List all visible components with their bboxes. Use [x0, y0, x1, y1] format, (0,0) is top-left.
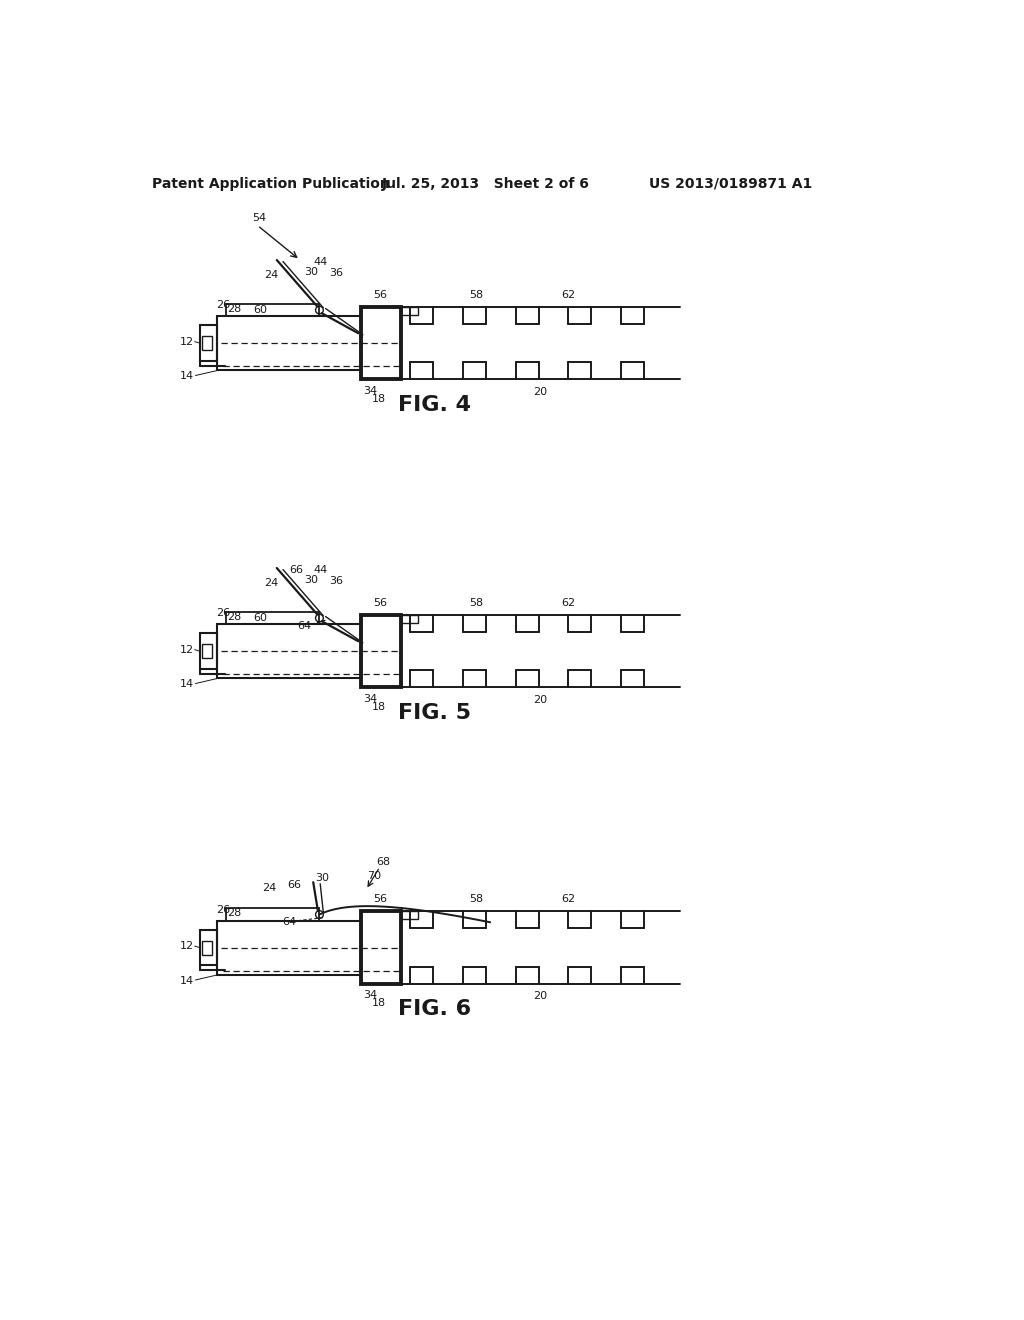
Text: 26: 26 [216, 301, 230, 310]
Bar [360, 308, 400, 379]
Text: 20: 20 [534, 387, 548, 397]
Text: 20: 20 [534, 694, 548, 705]
Text: 36: 36 [330, 576, 343, 586]
Text: 26: 26 [216, 906, 230, 915]
Text: 62: 62 [561, 894, 575, 904]
Text: 60: 60 [253, 612, 266, 623]
Text: 58: 58 [469, 289, 483, 300]
Bar [200, 634, 217, 669]
Text: 24: 24 [262, 883, 276, 892]
Text: Jul. 25, 2013   Sheet 2 of 6: Jul. 25, 2013 Sheet 2 of 6 [382, 177, 590, 191]
Bar [217, 921, 360, 974]
Text: 56: 56 [374, 289, 388, 300]
Text: 24: 24 [264, 578, 279, 589]
Text: 18: 18 [372, 998, 386, 1008]
Text: 44: 44 [313, 257, 328, 268]
Text: 54: 54 [252, 213, 266, 223]
Text: 66: 66 [288, 880, 302, 890]
Text: 62: 62 [561, 598, 575, 607]
Text: Patent Application Publication: Patent Application Publication [153, 177, 390, 191]
Bar [203, 941, 212, 954]
Bar [360, 615, 400, 688]
Text: 56: 56 [374, 598, 388, 607]
Text: 18: 18 [372, 393, 386, 404]
Text: 28: 28 [227, 304, 242, 314]
Text: 12: 12 [180, 941, 194, 952]
Text: 64: 64 [282, 917, 296, 927]
Bar [400, 615, 418, 623]
Text: 34: 34 [362, 385, 377, 396]
Text: FIG. 4: FIG. 4 [397, 395, 471, 414]
Bar [217, 624, 360, 678]
Text: 36: 36 [330, 268, 343, 279]
Text: 28: 28 [227, 908, 242, 917]
Bar [400, 308, 418, 314]
Text: 58: 58 [469, 598, 483, 607]
Bar [226, 612, 319, 624]
Text: 28: 28 [227, 611, 242, 622]
Text: 58: 58 [469, 894, 483, 904]
Text: 62: 62 [561, 289, 575, 300]
Text: 30: 30 [315, 873, 330, 883]
Bar [360, 911, 400, 983]
Text: 14: 14 [180, 371, 194, 381]
Text: 14: 14 [180, 680, 194, 689]
Bar [226, 908, 319, 921]
Text: US 2013/0189871 A1: US 2013/0189871 A1 [649, 177, 813, 191]
Text: 30: 30 [305, 267, 318, 277]
Text: 20: 20 [534, 991, 548, 1001]
Text: 34: 34 [362, 990, 377, 1001]
Text: 34: 34 [362, 694, 377, 704]
Text: 68: 68 [376, 857, 390, 867]
Bar [217, 317, 360, 370]
Bar [200, 326, 217, 360]
Bar [400, 912, 418, 919]
Text: 30: 30 [305, 574, 318, 585]
Bar [226, 304, 319, 317]
Text: 14: 14 [180, 975, 194, 986]
Text: 66: 66 [289, 565, 303, 576]
Bar [200, 929, 217, 965]
Text: 64: 64 [298, 620, 311, 631]
Text: 26: 26 [216, 609, 230, 619]
Text: 18: 18 [372, 702, 386, 711]
Text: 12: 12 [180, 337, 194, 347]
Bar [203, 337, 212, 350]
Text: 70: 70 [367, 871, 381, 880]
Text: 24: 24 [264, 271, 279, 280]
Text: 56: 56 [374, 894, 388, 904]
Text: FIG. 6: FIG. 6 [397, 999, 471, 1019]
Text: 12: 12 [180, 644, 194, 655]
Text: FIG. 5: FIG. 5 [397, 702, 471, 723]
Text: 44: 44 [313, 565, 328, 576]
Text: 60: 60 [253, 305, 266, 315]
Bar [203, 644, 212, 659]
